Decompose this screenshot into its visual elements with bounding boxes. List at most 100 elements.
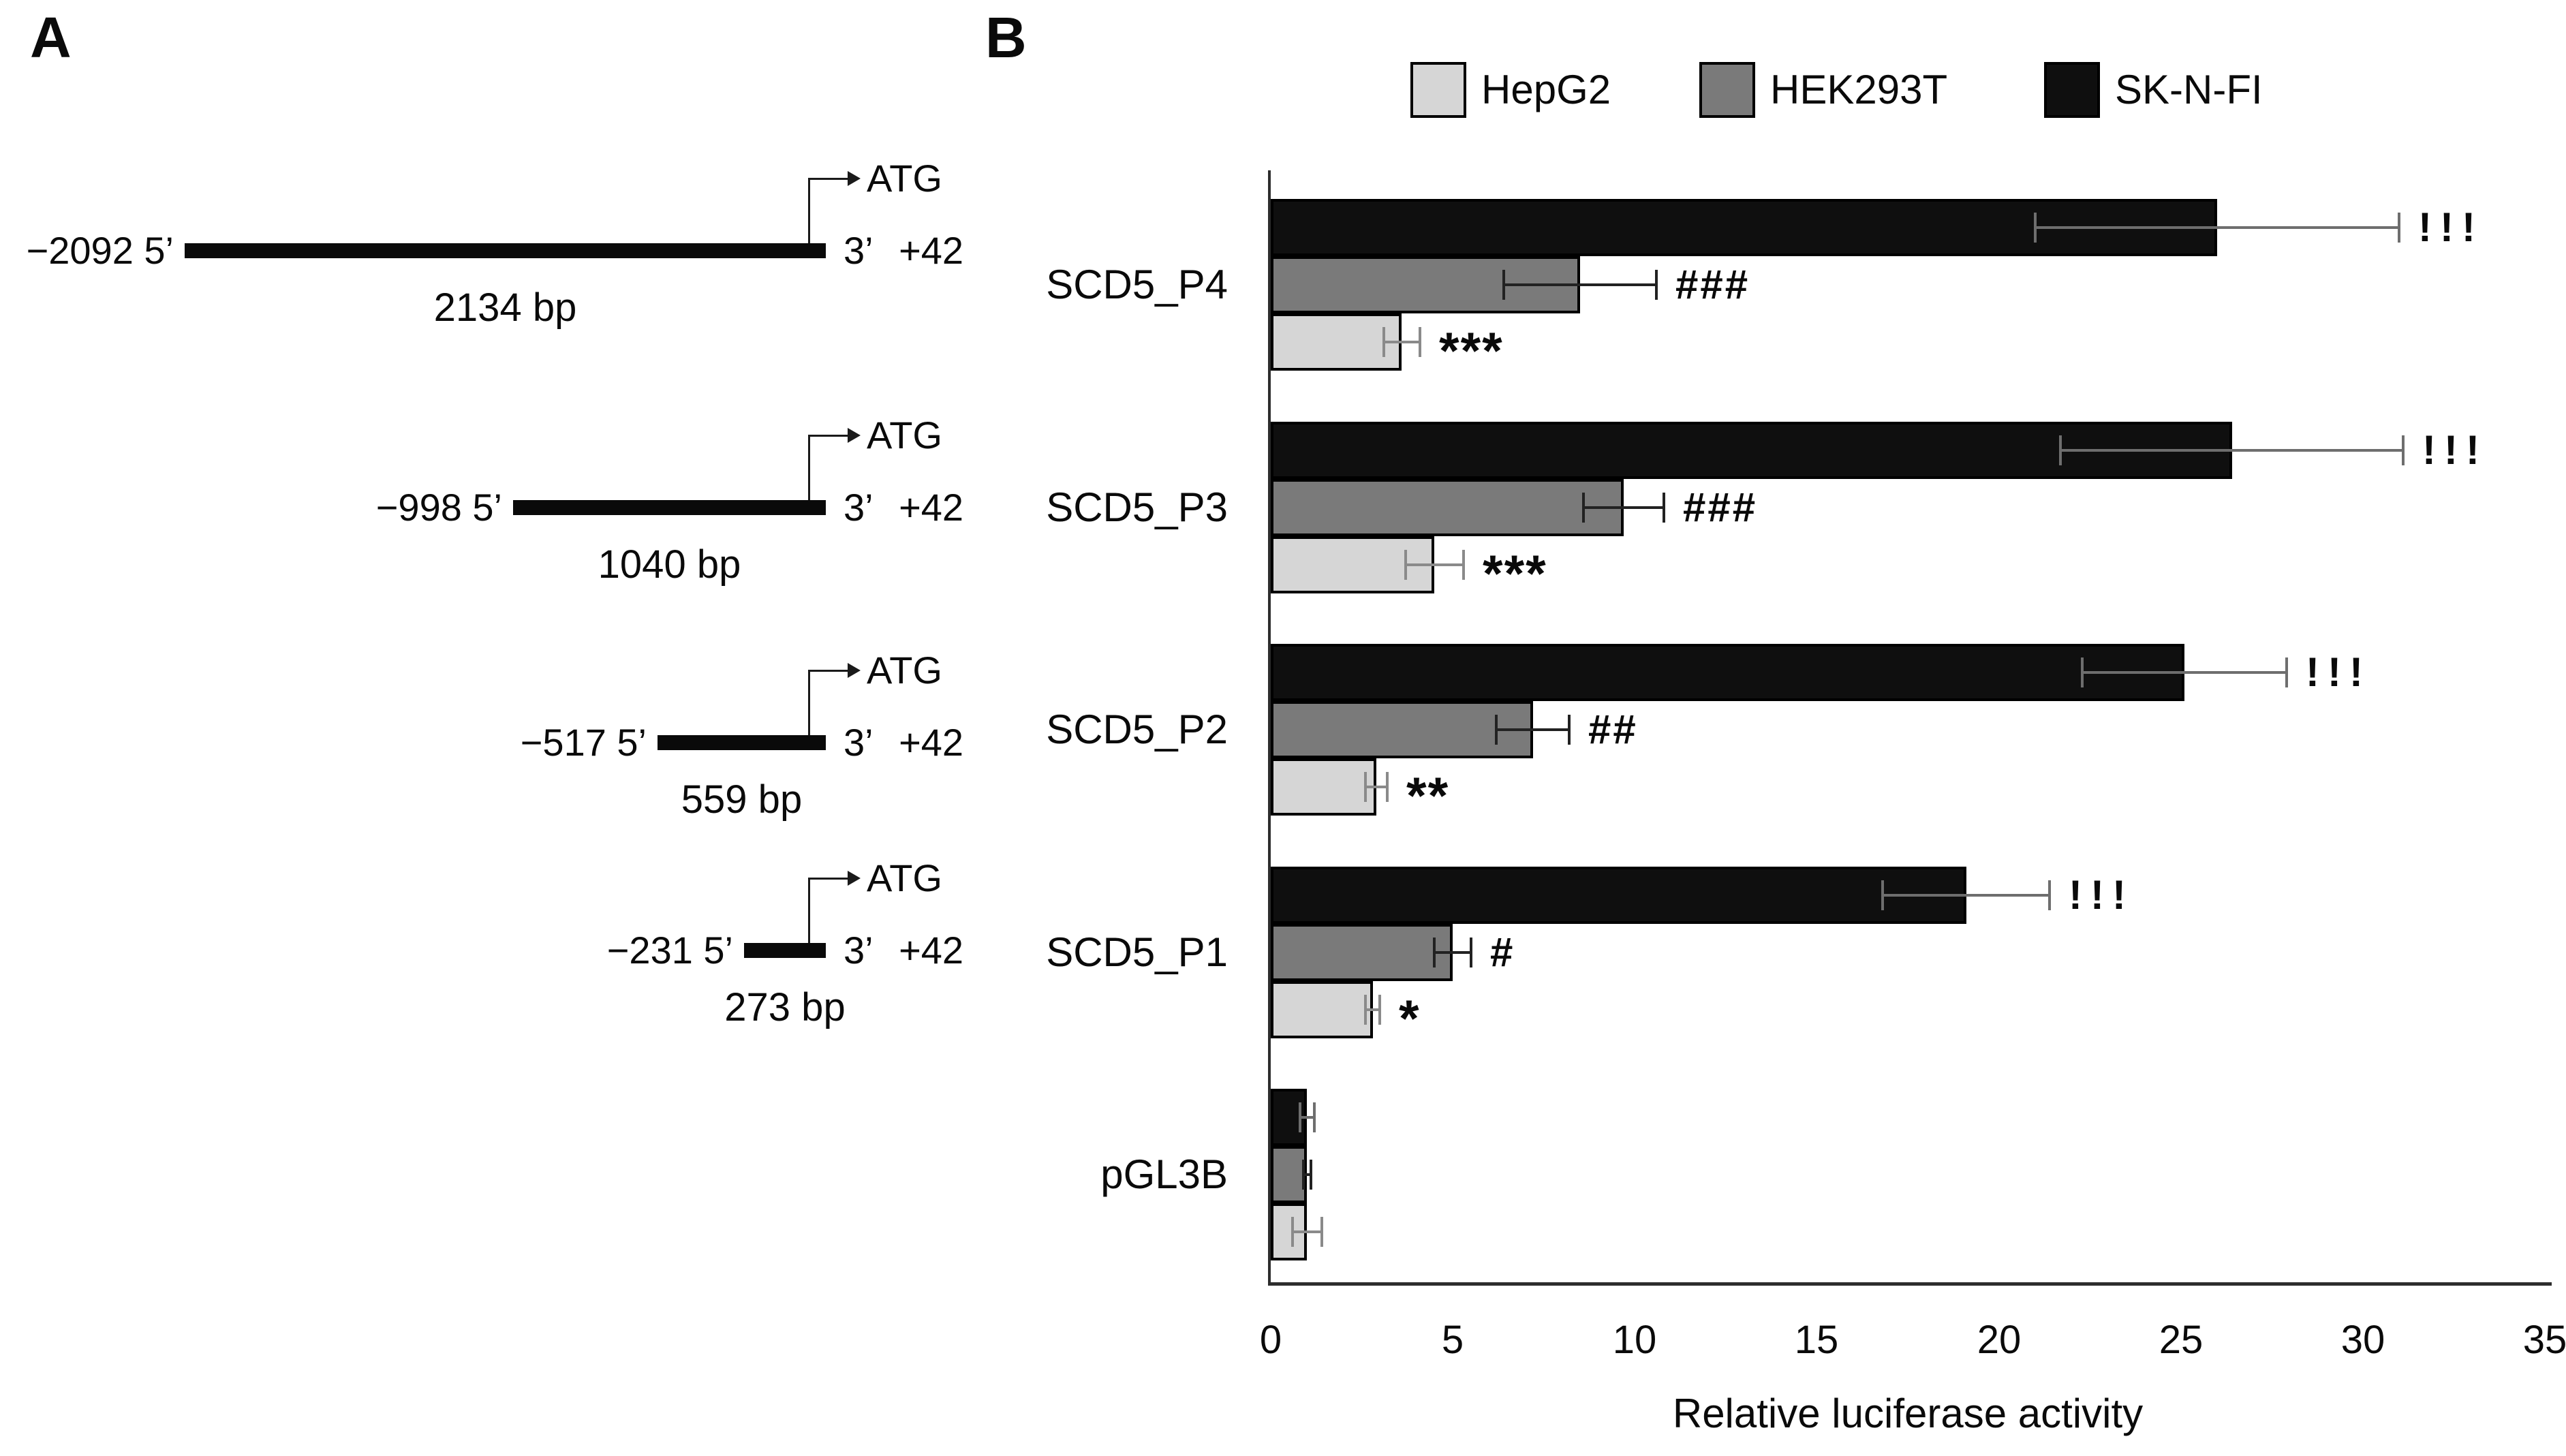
error-bar-cap: [1462, 549, 1465, 580]
construct-start-label: −517 5’: [520, 721, 647, 764]
significance-annotation: ***: [1483, 544, 1547, 603]
bar: [1271, 1146, 1307, 1203]
bar: [1271, 199, 2217, 256]
error-bar-cap: [2081, 657, 2084, 687]
category-label: pGL3B: [1100, 1151, 1228, 1197]
panel-b-label: B: [985, 5, 1027, 69]
construct-size-label: 1040 bp: [598, 542, 741, 587]
error-bar-cap: [1378, 994, 1381, 1025]
construct-end-label: 3’ +42: [844, 929, 964, 972]
significance-annotation: !!!: [2306, 649, 2371, 695]
error-bar-cap: [1470, 937, 1472, 967]
x-tick-label: 10: [1612, 1318, 1657, 1362]
bar: [1271, 313, 1402, 371]
error-bar-cap: [1495, 715, 1498, 745]
error-bar-cap: [1502, 270, 1505, 300]
error-bar-line: [1504, 283, 1656, 286]
construct-end-label: 3’ +42: [844, 229, 964, 272]
x-tick-label: 20: [1977, 1318, 2022, 1362]
error-bar-cap: [1433, 937, 1436, 967]
error-bar-cap: [1404, 549, 1407, 580]
error-bar-line: [2082, 671, 2286, 674]
construct-start-label: −998 5’: [375, 486, 502, 529]
error-bar-cap: [1382, 327, 1385, 357]
legend-swatch-hepg2: [1410, 62, 1466, 118]
error-bar-line: [1406, 563, 1464, 566]
category-label: SCD5_P3: [1046, 484, 1228, 530]
error-bar-cap: [2034, 213, 2037, 243]
error-bar-cap: [1419, 327, 1421, 357]
atg-arrow-hline: [808, 670, 848, 672]
construct-bar: [513, 500, 826, 515]
error-bar-line: [1365, 786, 1387, 788]
x-tick-label: 0: [1259, 1318, 1282, 1362]
error-bar-cap: [1663, 492, 1665, 523]
atg-arrow-hline: [808, 435, 848, 437]
construct-bar: [744, 943, 826, 958]
error-bar-line: [1583, 506, 1664, 509]
bar: [1271, 478, 1624, 536]
atg-label: ATG: [867, 414, 942, 456]
error-bar-cap: [1302, 1160, 1305, 1190]
error-bar-line: [1300, 1116, 1314, 1119]
error-bar-line: [2035, 226, 2399, 229]
bar: [1271, 644, 2184, 701]
significance-annotation: !!!: [2069, 871, 2134, 918]
construct-start-label: −2092 5’: [26, 229, 174, 272]
error-bar-cap: [2285, 657, 2288, 687]
x-axis-line: [1268, 1282, 2552, 1286]
error-bar-line: [1496, 728, 1569, 731]
error-bar-line: [1303, 1173, 1311, 1176]
category-label: SCD5_P4: [1046, 262, 1228, 307]
error-bar-cap: [1364, 994, 1367, 1025]
x-tick-label: 35: [2522, 1318, 2566, 1362]
significance-annotation: ***: [1439, 322, 1504, 380]
error-bar-cap: [1364, 772, 1367, 802]
atg-arrow-hline: [808, 878, 848, 880]
atg-arrowhead-icon: [848, 663, 861, 678]
error-bar-cap: [1320, 1217, 1323, 1247]
construct-start-label: −231 5’: [606, 929, 733, 972]
error-bar-cap: [2048, 880, 2051, 910]
error-bar-cap: [2059, 435, 2062, 465]
legend-swatch-hek293t: [1699, 62, 1755, 118]
significance-annotation: *: [1399, 989, 1421, 1048]
significance-annotation: ##: [1588, 707, 1638, 752]
error-bar-line: [1293, 1230, 1322, 1233]
legend-label: HEK293T: [1770, 67, 1948, 112]
error-bar-cap: [1386, 772, 1389, 802]
bar: [1271, 980, 1373, 1038]
error-bar-cap: [1310, 1160, 1312, 1190]
x-tick-label: 30: [2340, 1318, 2385, 1362]
error-bar-cap: [1568, 715, 1571, 745]
legend-label: HepG2: [1481, 67, 1611, 112]
error-bar-line: [1883, 893, 2050, 897]
atg-label: ATG: [867, 856, 942, 899]
x-tick-label: 5: [1441, 1318, 1464, 1362]
error-bar-cap: [1881, 880, 1884, 910]
error-bar-cap: [1582, 492, 1585, 523]
significance-annotation: ###: [1683, 484, 1758, 530]
significance-annotation: !!!: [2422, 427, 2488, 473]
significance-annotation: **: [1406, 767, 1450, 825]
bar: [1271, 866, 1966, 924]
significance-annotation: #: [1490, 929, 1515, 975]
construct-bar: [185, 243, 826, 258]
error-bar-line: [2060, 448, 2402, 452]
atg-arrow-vline: [808, 179, 810, 243]
bar: [1271, 923, 1453, 981]
construct-bar: [658, 735, 826, 750]
atg-arrowhead-icon: [848, 871, 861, 886]
error-bar-cap: [2398, 213, 2400, 243]
legend-label: SK-N-FI: [2115, 67, 2263, 112]
atg-arrow-vline: [808, 878, 810, 943]
category-label: SCD5_P2: [1046, 707, 1228, 752]
error-bar-line: [1365, 1008, 1380, 1011]
bar: [1271, 758, 1376, 816]
x-axis-title: Relative luciferase activity: [1672, 1391, 2144, 1436]
atg-label: ATG: [867, 157, 942, 200]
error-bar-cap: [2402, 435, 2405, 465]
construct-end-label: 3’ +42: [844, 721, 964, 764]
error-bar-line: [1434, 950, 1470, 954]
